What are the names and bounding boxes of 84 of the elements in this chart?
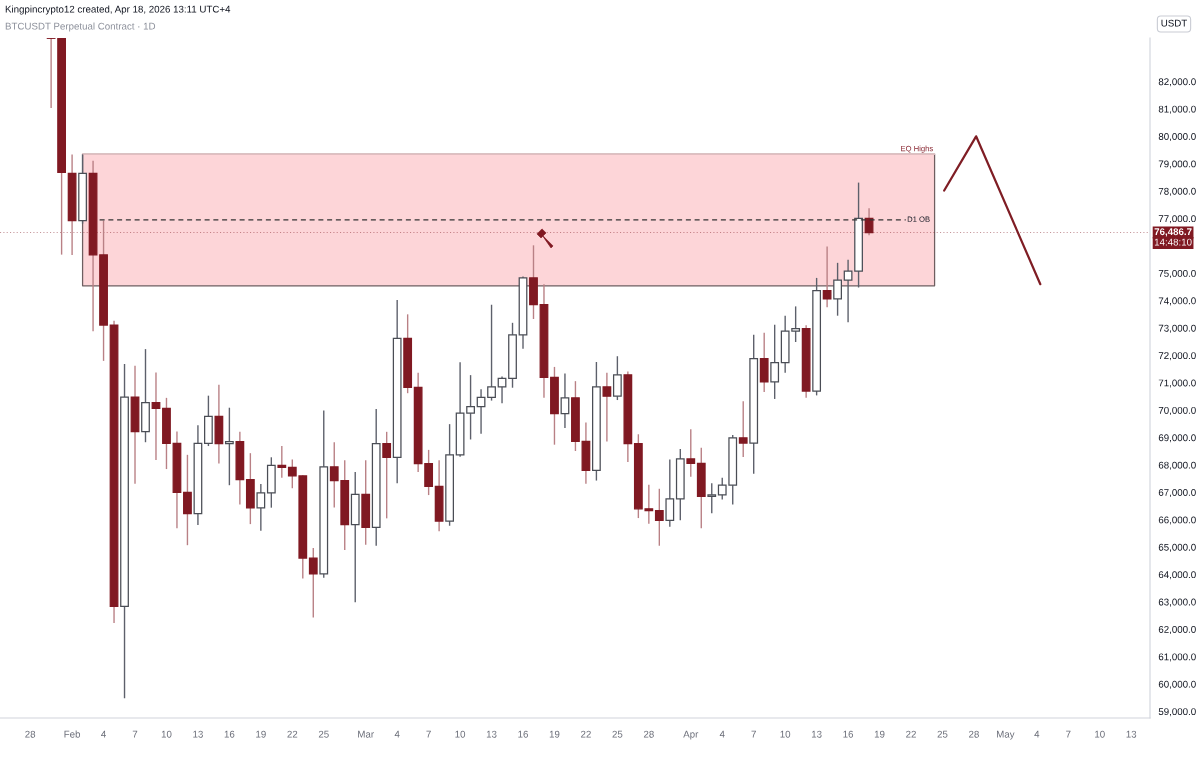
y-tick-label: 77,000.0 <box>1158 215 1196 224</box>
y-tick-label: 81,000.0 <box>1158 105 1196 114</box>
y-tick-label: 78,000.0 <box>1158 187 1196 196</box>
y-tick-label: 80,000.0 <box>1158 133 1196 142</box>
y-tick-label: 70,000.0 <box>1158 406 1196 415</box>
ref-line-label: 76,486.7 <box>1154 228 1192 237</box>
y-tick-label: 60,000.0 <box>1158 680 1196 689</box>
x-tick-label: 13 <box>193 730 203 738</box>
y-tick-label: 69,000.0 <box>1158 434 1196 443</box>
candlestick <box>822 245 832 308</box>
y-tick-label: 73,000.0 <box>1158 324 1196 333</box>
x-tick-label: 28 <box>643 730 654 738</box>
x-tick-label: May <box>996 730 1015 740</box>
candlestick <box>487 304 496 402</box>
candlestick <box>224 407 234 486</box>
candlestick <box>833 262 842 317</box>
x-tick-label: 13 <box>811 730 822 738</box>
x-tick-label: 16 <box>224 730 235 738</box>
x-tick-label: 10 <box>780 730 791 738</box>
x-tick-label: 16 <box>518 730 528 738</box>
y-tick-label: 59,000.0 <box>1158 708 1196 717</box>
y-tick-label: 61,000.0 <box>1158 653 1196 662</box>
y-tick-label: 75,000.0 <box>1158 269 1196 279</box>
y-tick-label: 67,000.0 <box>1158 489 1196 498</box>
y-tick-label: 74,000.0 <box>1158 297 1196 306</box>
candlestick <box>612 355 622 401</box>
y-tick-label: 79,000.0 <box>1158 160 1196 169</box>
candlestick <box>308 547 318 619</box>
y-tick-label: 68,000.0 <box>1158 461 1196 470</box>
candlestick <box>183 454 192 546</box>
x-tick-label: 19 <box>874 730 885 738</box>
text: 14:48:10 <box>1154 238 1192 246</box>
x-tick-label: 4 <box>394 730 400 738</box>
x-tick-label: 25 <box>612 730 623 738</box>
candlestick <box>497 375 507 405</box>
x-tick-label: Mar <box>358 730 374 738</box>
x-tick-label: 10 <box>1095 730 1105 738</box>
x-tick-label: 22 <box>906 730 916 738</box>
y-axis-title: USDT <box>1161 19 1188 27</box>
y-tick-label: 63,000.0 <box>1158 598 1196 607</box>
x-tick-label: 10 <box>161 730 172 738</box>
y-tick-label: 71,000.0 <box>1158 379 1196 388</box>
candlestick <box>686 428 696 478</box>
candlestick <box>382 431 392 520</box>
x-tick-label: Feb <box>64 730 81 738</box>
x-tick-label: 25 <box>318 730 329 738</box>
x-tick-label: 16 <box>843 730 854 738</box>
y-tick-label: 82,000.0 <box>1158 78 1196 87</box>
x-tick-label: 10 <box>455 730 466 738</box>
candlestick <box>665 458 675 528</box>
candlestick <box>151 371 161 461</box>
x-tick-label: 7 <box>132 730 138 738</box>
candlestick <box>256 483 266 532</box>
x-tick-label: 13 <box>1126 730 1137 738</box>
y-tick-label: 66,000.0 <box>1158 516 1196 525</box>
y-tick-label: 65,000.0 <box>1158 543 1196 552</box>
x-tick-label: 22 <box>581 730 591 738</box>
candlestick <box>602 371 612 443</box>
candlestick <box>277 445 287 479</box>
candlestick <box>759 331 769 393</box>
candlestick <box>738 400 748 458</box>
x-tick-label: 4 <box>1034 730 1040 738</box>
x-tick-label: 28 <box>969 730 979 738</box>
x-tick-label: 7 <box>426 730 431 738</box>
y-tick-label: 72,000.0 <box>1158 352 1196 361</box>
x-tick-label: 7 <box>1066 730 1071 738</box>
x-tick-label: 25 <box>937 730 948 738</box>
x-tick-label: 4 <box>719 730 725 738</box>
x-tick-label: 28 <box>25 730 36 738</box>
text: Kingpincrypto12 created, Apr 18, 2026 13:11 UTC+4 <box>5 5 231 15</box>
y-tick-label: 64,000.0 <box>1158 571 1196 580</box>
y-tick-label: 62,000.0 <box>1158 626 1196 635</box>
x-tick-label: 4 <box>101 730 106 738</box>
x-tick-label: 19 <box>549 730 560 738</box>
chart-title: BTCUSDT Perpetual Contract · 1D <box>5 22 156 32</box>
x-tick-label: 22 <box>287 730 298 738</box>
candlestick <box>654 488 664 547</box>
x-tick-label: 13 <box>486 730 497 738</box>
x-tick-label: Apr <box>683 730 699 740</box>
candlestick <box>707 482 717 514</box>
x-tick-label: 19 <box>256 730 266 738</box>
candlestick <box>560 372 570 429</box>
candlestick <box>770 324 780 400</box>
x-tick-label: 7 <box>751 730 756 738</box>
